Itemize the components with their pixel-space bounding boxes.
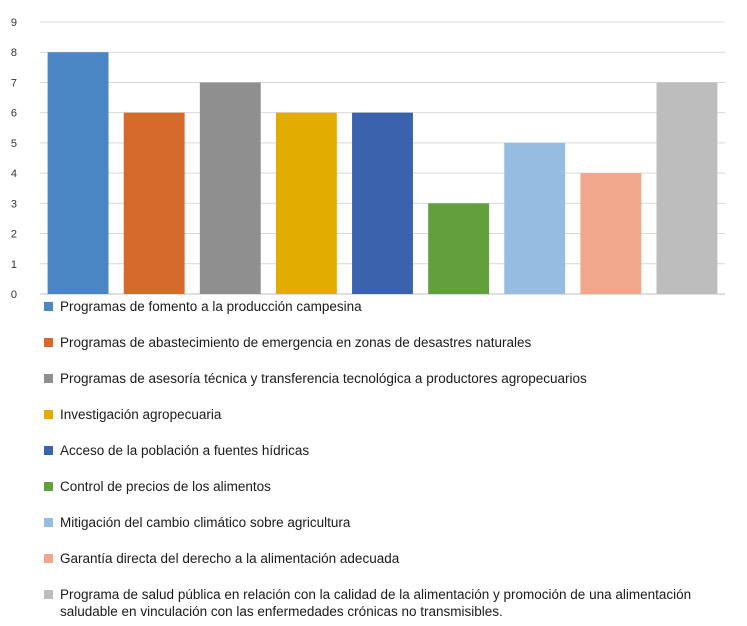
bar <box>656 82 718 294</box>
y-tick-label: 6 <box>11 108 17 120</box>
legend-swatch <box>44 374 53 383</box>
bar-chart: 0 1 2 3 4 5 6 7 8 9 <box>11 17 725 300</box>
legend-item: Programas de asesoría técnica y transfer… <box>44 370 744 387</box>
legend-label: Programa de salud pública en relación co… <box>60 587 692 619</box>
y-tick-label: 3 <box>11 198 17 210</box>
bar <box>580 173 642 294</box>
y-tick-label: 7 <box>11 77 17 89</box>
bar <box>428 203 490 294</box>
legend-label: Garantía directa del derecho a la alimen… <box>60 551 400 566</box>
legend-swatch <box>44 446 53 455</box>
legend-item: Acceso de la población a fuentes hídrica… <box>44 442 744 459</box>
bar <box>199 82 261 294</box>
bar <box>47 52 109 294</box>
y-tick-label: 0 <box>11 289 17 300</box>
legend-item: Mitigación del cambio climático sobre ag… <box>44 514 744 531</box>
legend-swatch <box>44 518 53 527</box>
legend-item: Control de precios de los alimentos <box>44 478 744 495</box>
legend-swatch <box>44 482 53 491</box>
y-tick-label: 9 <box>11 17 17 29</box>
legend-label: Programas de fomento a la producción cam… <box>60 299 362 314</box>
legend-label: Control de precios de los alimentos <box>60 479 271 494</box>
legend-item: Programas de fomento a la producción cam… <box>44 298 744 315</box>
legend-label: Acceso de la población a fuentes hídrica… <box>60 443 310 458</box>
legend-item: Programa de salud pública en relación co… <box>44 586 744 620</box>
y-tick-label: 2 <box>11 229 17 241</box>
legend-label: Programas de abastecimiento de emergenci… <box>60 335 532 350</box>
y-tick-label: 1 <box>11 259 17 271</box>
legend-label: Investigación agropecuaria <box>60 407 222 422</box>
legend-label: Programas de asesoría técnica y transfer… <box>60 371 587 386</box>
bar <box>352 112 413 295</box>
y-tick-label: 4 <box>11 168 17 180</box>
legend-swatch <box>44 302 53 311</box>
legend-item: Investigación agropecuaria <box>44 406 744 423</box>
legend-item: Programas de abastecimiento de emergenci… <box>44 334 744 351</box>
bar <box>123 112 185 295</box>
bar <box>275 112 337 295</box>
legend-swatch <box>44 590 53 599</box>
y-tick-label: 5 <box>11 138 17 150</box>
legend-swatch <box>44 554 53 563</box>
y-tick-label: 8 <box>11 47 17 59</box>
legend-item: Garantía directa del derecho a la alimen… <box>44 550 744 567</box>
legend-swatch <box>44 410 53 419</box>
bar <box>504 142 566 294</box>
legend-label: Mitigación del cambio climático sobre ag… <box>60 515 351 530</box>
legend-swatch <box>44 338 53 347</box>
